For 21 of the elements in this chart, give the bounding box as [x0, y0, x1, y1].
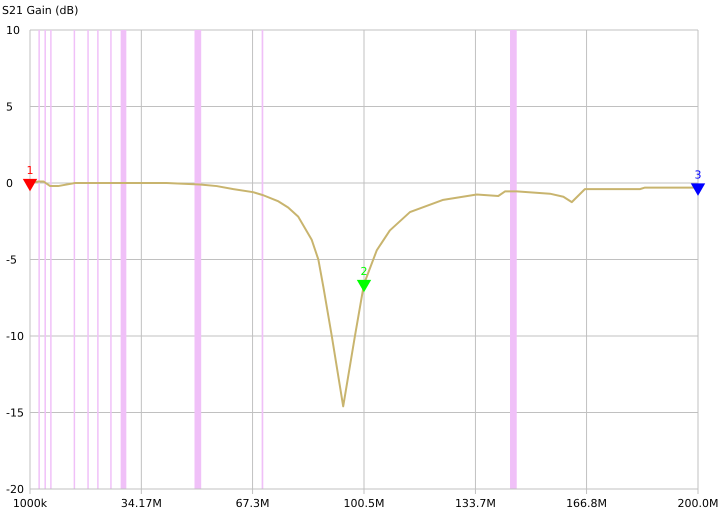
y-tick-label: 0	[6, 176, 13, 190]
series-label: 3	[694, 168, 702, 182]
y-axis-title: S21 Gain (dB)	[2, 4, 78, 17]
x-tick-label: 34.17M	[120, 497, 162, 510]
y-tick-label: 5	[6, 100, 13, 114]
x-tick-label: 100.5M	[344, 497, 384, 510]
series-label: 1	[26, 164, 34, 177]
y-tick-label: 10	[6, 24, 20, 37]
series-label: 2	[360, 264, 368, 278]
x-tick-label: 166.8M	[566, 497, 608, 510]
point	[356, 280, 372, 292]
point	[22, 178, 38, 192]
x-tick-label: 133.7M	[454, 497, 496, 510]
x-tick-label: 1000k	[12, 497, 48, 510]
y-tick-label: -10	[6, 330, 24, 343]
y-tick-label: -20	[6, 482, 24, 496]
point	[690, 183, 706, 196]
y-tick-label: -5	[6, 253, 17, 266]
y-tick-label: -15	[6, 406, 24, 420]
x-tick-label: 200.0M	[678, 497, 718, 510]
x-tick-label: 67.3M	[236, 497, 270, 510]
